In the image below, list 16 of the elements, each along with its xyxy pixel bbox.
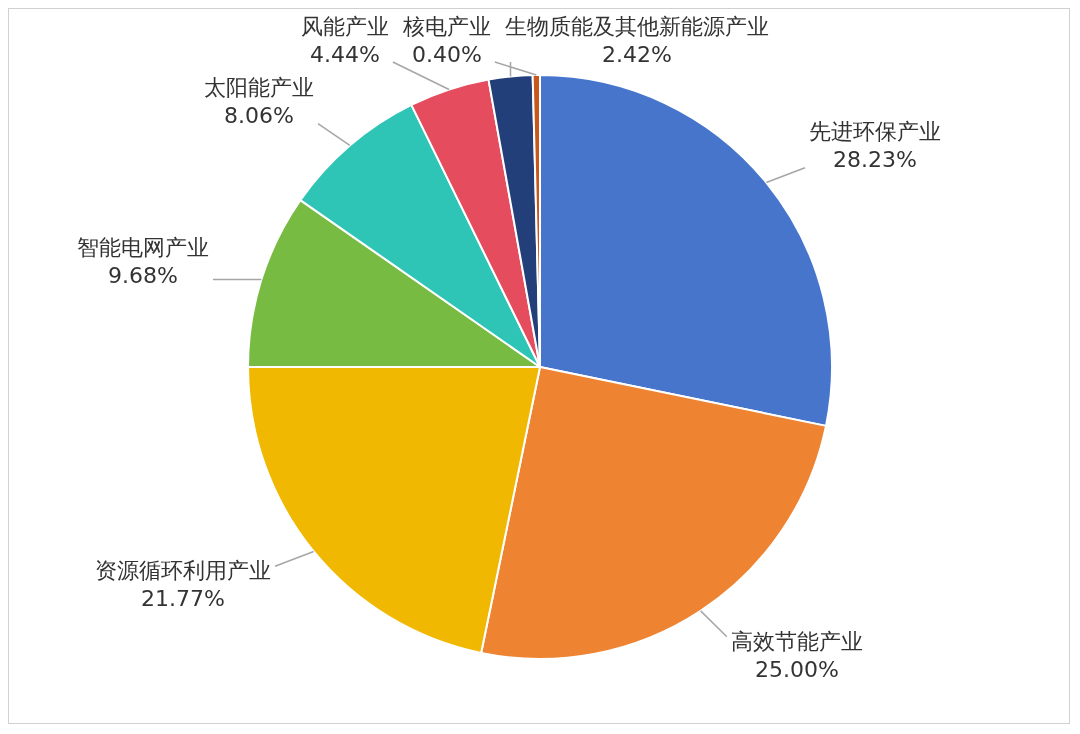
slice-label: 生物质能及其他新能源产业 xyxy=(504,13,769,39)
data-label: 8.06% xyxy=(224,103,294,129)
data-label: 25.00% xyxy=(754,656,839,682)
data-label: 9.68% xyxy=(107,262,178,288)
data-label: 2.42% xyxy=(601,41,672,67)
slice-label: 资源循环利用产业 xyxy=(95,557,272,583)
data-label: 28.23% xyxy=(833,147,917,173)
slice-label: 高效节能产业 xyxy=(730,628,863,654)
slice-label: 核电产业 xyxy=(401,13,491,39)
slice-label: 智能电网产业 xyxy=(76,234,209,260)
data-label: 4.44% xyxy=(309,41,380,67)
data-label: 21.77% xyxy=(141,585,225,611)
slice-label: 风能产业 xyxy=(300,13,389,39)
data-label: 0.40% xyxy=(411,41,482,67)
slice-label: 太阳能产业 xyxy=(203,75,314,101)
slice-label: 先进环保产业 xyxy=(808,119,941,145)
